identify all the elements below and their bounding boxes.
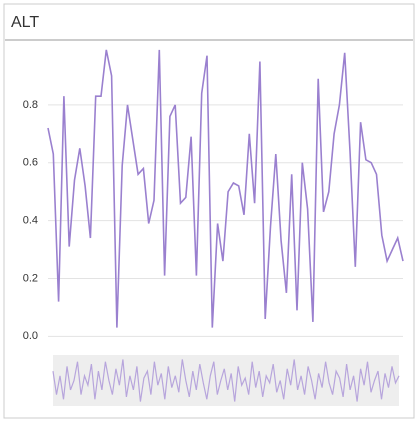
y-tick-label: 0.8 [23,99,38,111]
navigator-line [52,359,400,402]
y-tick-label: 0.6 [23,157,38,169]
card-header [5,5,413,40]
y-tick-label: 0.4 [23,214,38,226]
y-tick-label: 0.0 [23,330,38,342]
chart-title: ALT [11,14,39,31]
y-tick-label: 0.2 [23,272,38,284]
data-line [47,49,404,328]
